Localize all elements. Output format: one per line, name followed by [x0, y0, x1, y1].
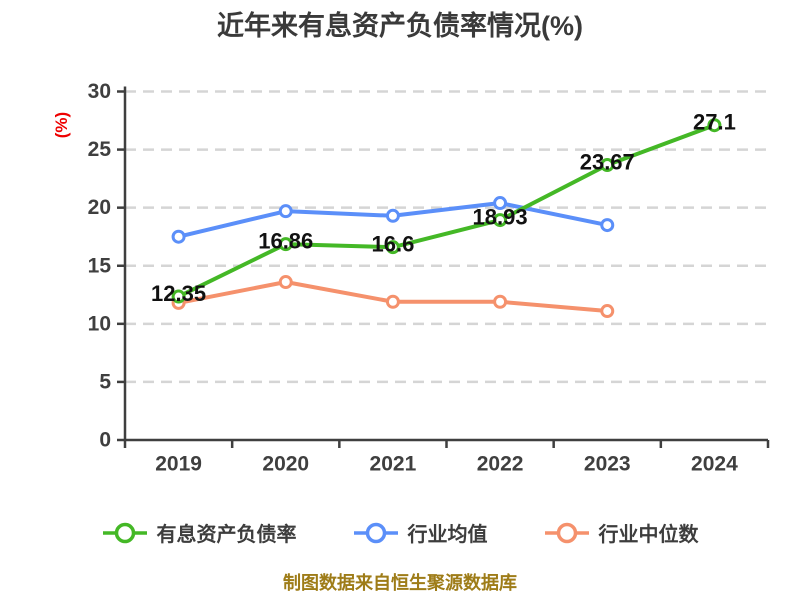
legend-item-series-2: 行业中位数: [544, 518, 699, 547]
data-point-marker-series-0: [600, 158, 615, 173]
y-tick-label: 25: [88, 138, 112, 161]
data-point-marker-series-1: [493, 196, 508, 211]
data-point-marker-series-0: [493, 213, 508, 228]
data-point-marker-series-1: [600, 218, 615, 233]
data-point-marker-series-0: [385, 240, 400, 255]
blue-line-marker-icon: [353, 522, 398, 543]
data-point-marker-series-2: [493, 294, 508, 309]
legend-label: 行业中位数: [598, 524, 699, 546]
data-point-marker-series-0: [278, 237, 293, 252]
legend-label: 行业均值: [407, 524, 488, 546]
x-tick-label: 2022: [477, 453, 524, 476]
data-point-marker-series-1: [171, 229, 186, 244]
plot-area: 0 5 10 15 20 25 30 2019 2020 2021 2022 2023 2024 12.3…: [88, 80, 770, 476]
data-point-marker-series-2: [600, 304, 615, 319]
data-label-series-0: 23.67: [580, 150, 635, 175]
legend: 有息资产负债率 行业均值 行业中位数: [0, 518, 800, 547]
data-label-series-0: 16.6: [372, 232, 415, 257]
legend-label: 有息资产负债率: [156, 524, 297, 546]
legend-item-series-0: 有息资产负债率: [102, 518, 297, 547]
data-label-series-0: 16.86: [258, 229, 313, 254]
x-tick-label: 2020: [262, 453, 309, 476]
data-label-series-0: 27.1: [693, 110, 736, 135]
y-tick-label: 5: [99, 370, 111, 393]
series-line-0: [176, 123, 717, 299]
data-point-marker-series-0: [171, 289, 186, 304]
y-tick-label: 15: [88, 254, 112, 277]
y-tick-label: 10: [88, 312, 111, 335]
x-tick-label: 2024: [691, 453, 738, 476]
x-tick-label: 2021: [370, 453, 417, 476]
y-tick-label: 20: [88, 196, 111, 219]
data-point-marker-series-0: [707, 118, 722, 133]
x-tick-label: 2023: [584, 453, 631, 476]
y-tick-label: 0: [99, 429, 111, 452]
orange-line-marker-icon: [544, 522, 589, 543]
data-point-marker-series-2: [385, 294, 400, 309]
source-note: 制图数据来自恒生聚源数据库: [283, 573, 517, 593]
x-tick-label: 2019: [155, 453, 202, 476]
legend-item-series-1: 行业均值: [353, 518, 488, 547]
chart-title: 近年来有息资产负债率情况(%): [217, 11, 583, 41]
y-tick-label: 30: [88, 80, 111, 103]
data-label-series-0: 18.93: [473, 205, 528, 230]
data-label-series-0: 12.35: [151, 281, 206, 306]
data-point-marker-series-2: [278, 275, 293, 290]
data-point-marker-series-1: [278, 204, 293, 219]
data-point-marker-series-1: [385, 208, 400, 223]
green-line-marker-icon: [102, 522, 147, 543]
